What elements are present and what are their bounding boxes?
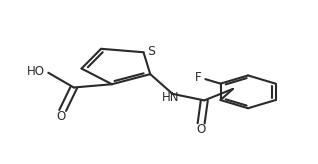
Text: O: O (56, 110, 66, 123)
Text: O: O (197, 123, 206, 136)
Text: F: F (195, 71, 202, 84)
Text: HN: HN (162, 92, 180, 104)
Text: S: S (148, 45, 156, 58)
Text: HO: HO (27, 65, 45, 78)
